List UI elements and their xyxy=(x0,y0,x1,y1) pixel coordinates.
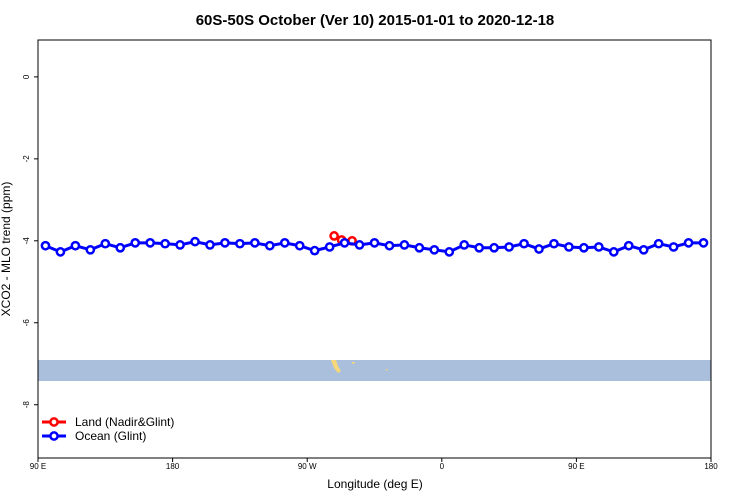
data-point xyxy=(40,240,51,251)
data-point xyxy=(534,244,544,254)
legend-label: Land (Nadir&Glint) xyxy=(75,415,174,429)
data-point xyxy=(55,247,66,257)
data-point xyxy=(504,242,514,252)
y-tick-label: 0 xyxy=(22,74,31,79)
data-point xyxy=(70,240,81,251)
x-tick-label: 0 xyxy=(440,462,445,471)
legend-marker xyxy=(49,417,59,427)
data-point xyxy=(564,242,574,252)
data-point xyxy=(653,238,664,249)
data-point xyxy=(489,242,499,253)
data-point xyxy=(100,238,111,249)
data-point xyxy=(190,236,200,247)
data-point xyxy=(444,247,455,257)
data-point xyxy=(623,240,634,251)
data-point xyxy=(309,245,320,256)
data-point xyxy=(698,238,709,248)
data-point xyxy=(459,240,470,250)
data-point xyxy=(429,244,440,255)
data-point xyxy=(354,240,365,250)
data-point xyxy=(235,238,245,249)
data-point xyxy=(579,242,589,253)
legend-marker xyxy=(49,431,59,441)
y-tick-label: -8 xyxy=(22,401,31,409)
data-point xyxy=(294,240,305,251)
landmass xyxy=(352,362,355,364)
y-axis-label: XCO2 - MLO trend (ppm) xyxy=(0,182,13,317)
data-point xyxy=(384,240,395,251)
data-point xyxy=(474,242,485,253)
legend-label: Ocean (Glint) xyxy=(75,429,146,443)
landmass xyxy=(386,369,388,371)
data-point xyxy=(250,238,260,248)
x-tick-label: 180 xyxy=(704,462,718,471)
data-point xyxy=(145,238,156,248)
data-point xyxy=(85,244,96,255)
x-tick-label: 180 xyxy=(166,462,180,471)
data-point xyxy=(608,247,619,257)
data-point xyxy=(369,238,380,248)
data-point xyxy=(220,238,230,248)
data-point xyxy=(205,240,215,250)
data-point xyxy=(668,242,679,252)
x-axis-label: Longitude (deg E) xyxy=(327,477,422,491)
chart-title: 60S-50S October (Ver 10) 2015-01-01 to 2… xyxy=(196,12,555,29)
y-tick-label: -2 xyxy=(22,155,31,163)
data-point xyxy=(115,242,126,253)
data-point xyxy=(339,238,350,248)
data-point xyxy=(549,238,559,249)
data-point xyxy=(399,240,410,250)
x-tick-label: 90 W xyxy=(298,462,317,471)
x-tick-label: 90 E xyxy=(30,462,46,471)
data-point xyxy=(279,238,290,248)
landmass xyxy=(331,360,341,373)
data-point xyxy=(160,238,170,249)
y-tick-label: -4 xyxy=(22,237,31,245)
data-point xyxy=(329,231,339,241)
data-point xyxy=(264,240,275,251)
data-point xyxy=(519,238,529,249)
map-strip xyxy=(38,360,711,381)
data-point xyxy=(593,242,604,252)
x-tick-label: 90 E xyxy=(568,462,584,471)
plot-frame xyxy=(37,39,712,459)
data-point xyxy=(324,242,335,252)
data-point xyxy=(683,238,694,248)
data-point xyxy=(130,238,141,248)
data-point xyxy=(414,242,425,253)
y-tick-label: -6 xyxy=(22,319,31,327)
data-point xyxy=(175,240,185,250)
data-point xyxy=(638,244,649,255)
